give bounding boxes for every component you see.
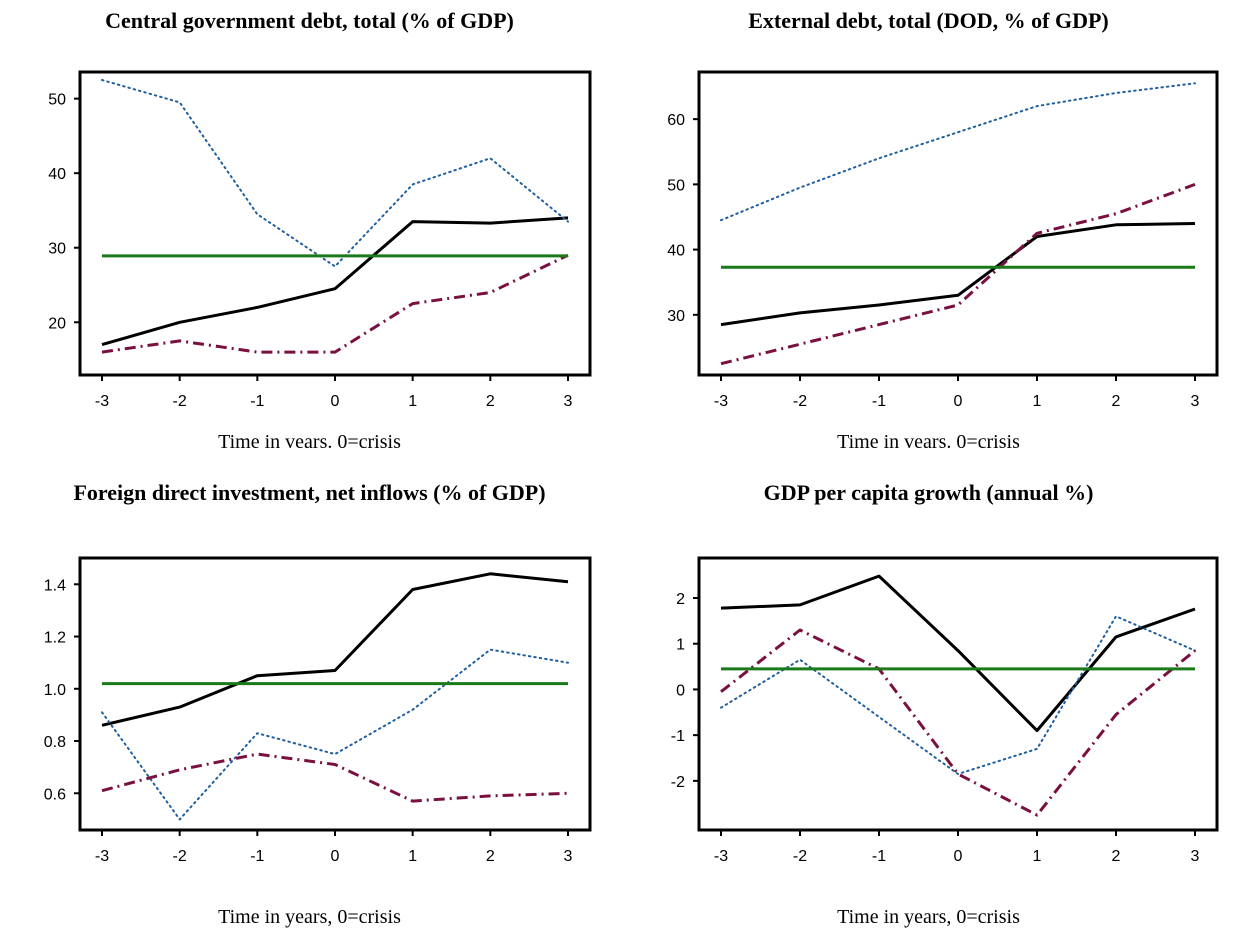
chart-title: External debt, total (DOD, % of GDP) (748, 8, 1109, 33)
series-line-dashdot (720, 182, 1196, 366)
y-tick-label: 1.0 (44, 682, 66, 699)
y-tick-label: 0 (676, 682, 685, 699)
chart-fdi: 0.6 0.8 1.0 1.2 1.4 -3 -2 -1 0 1 2 3 (44, 556, 592, 865)
y-tick-label: 0.6 (44, 786, 66, 803)
series-line-solid (720, 574, 1196, 733)
plot-frame (78, 556, 592, 832)
x-tick-label: 1 (1033, 393, 1042, 410)
y-tick-label: 1.2 (44, 630, 66, 647)
series-line-dotted (720, 615, 1196, 775)
y-tick-label: 40 (667, 243, 685, 260)
x-axis-label: Time in vears. 0=crisis (218, 431, 401, 453)
chart-title: Central government debt, total (% of GDP… (105, 8, 514, 33)
y-tick-label: -2 (671, 774, 685, 791)
y-tick-label: 50 (48, 92, 66, 109)
x-tick-label: 1 (1033, 848, 1042, 865)
series-line-dotted (101, 79, 569, 268)
x-tick-label: -2 (793, 848, 807, 865)
chart-panel-fdi: Foreign direct investment, net inflows (… (0, 472, 619, 944)
y-tick-label: 30 (667, 308, 685, 325)
chart-title: GDP per capita growth (annual %) (763, 480, 1094, 505)
x-tick-label: 3 (1191, 393, 1200, 410)
x-tick-label: -2 (173, 393, 187, 410)
x-tick-label: 2 (1112, 848, 1121, 865)
chart-gdp-growth: -2 -1 0 1 2 -3 -2 -1 0 1 2 3 (671, 556, 1219, 865)
series-line-dashdot (101, 253, 569, 354)
y-tick-label: 1 (676, 637, 685, 654)
series-line-dotted (720, 82, 1196, 222)
x-tick-label: 0 (954, 393, 963, 410)
chart-external-debt: 30 40 50 60 -3 -2 -1 0 1 2 3 (667, 70, 1219, 410)
chart-title: Foreign direct investment, net inflows (… (73, 480, 546, 505)
x-tick-label: 2 (1112, 393, 1121, 410)
y-tick-label: -1 (671, 728, 685, 745)
series-line-solid (101, 572, 569, 727)
x-tick-label: -3 (95, 393, 109, 410)
chart-panel-central-gov-debt: Central government debt, total (% of GDP… (0, 0, 619, 472)
x-tick-label: -1 (250, 393, 264, 410)
x-tick-label: -3 (714, 393, 728, 410)
series-line-solid (101, 216, 569, 347)
y-tick-label: 40 (48, 166, 66, 183)
x-tick-label: 0 (331, 848, 340, 865)
series-line-solid (720, 222, 1196, 327)
x-tick-label: 1 (408, 848, 417, 865)
series-line-dashdot (101, 752, 569, 803)
x-tick-label: -2 (173, 848, 187, 865)
x-axis-label: Time in years, 0=crisis (218, 906, 401, 928)
x-tick-label: -3 (95, 848, 109, 865)
x-tick-label: -1 (872, 848, 886, 865)
x-axis-label: Time in years, 0=crisis (837, 906, 1020, 928)
y-tick-label: 1.4 (44, 577, 66, 594)
x-tick-label: 0 (954, 848, 963, 865)
x-tick-label: -1 (250, 848, 264, 865)
x-tick-label: 3 (564, 848, 573, 865)
chart-panel-gdp-growth: GDP per capita growth (annual %) -2 -1 0 1 2… (619, 472, 1238, 944)
y-tick-label: 50 (667, 177, 685, 194)
x-tick-label: -3 (714, 848, 728, 865)
y-tick-label: 2 (676, 591, 685, 608)
y-tick-label: 0.8 (44, 734, 66, 751)
x-tick-label: 0 (331, 393, 340, 410)
x-tick-label: 2 (486, 393, 495, 410)
chart-panel-external-debt: External debt, total (DOD, % of GDP) 30 4… (619, 0, 1238, 472)
x-tick-label: 3 (1191, 848, 1200, 865)
x-tick-label: 1 (408, 393, 417, 410)
x-tick-label: 2 (486, 848, 495, 865)
y-tick-label: 60 (667, 112, 685, 129)
chart-central-gov-debt: 20 30 40 50 -3 -2 -1 0 1 2 3 (48, 70, 592, 410)
x-tick-label: -2 (793, 393, 807, 410)
series-line-dashdot (720, 628, 1196, 817)
y-tick-label: 20 (48, 315, 66, 332)
x-tick-label: -1 (872, 393, 886, 410)
y-tick-label: 30 (48, 241, 66, 258)
plot-frame (697, 556, 1219, 832)
x-tick-label: 3 (564, 393, 573, 410)
x-axis-label: Time in vears. 0=crisis (837, 431, 1020, 453)
series-line-dotted (101, 648, 569, 821)
